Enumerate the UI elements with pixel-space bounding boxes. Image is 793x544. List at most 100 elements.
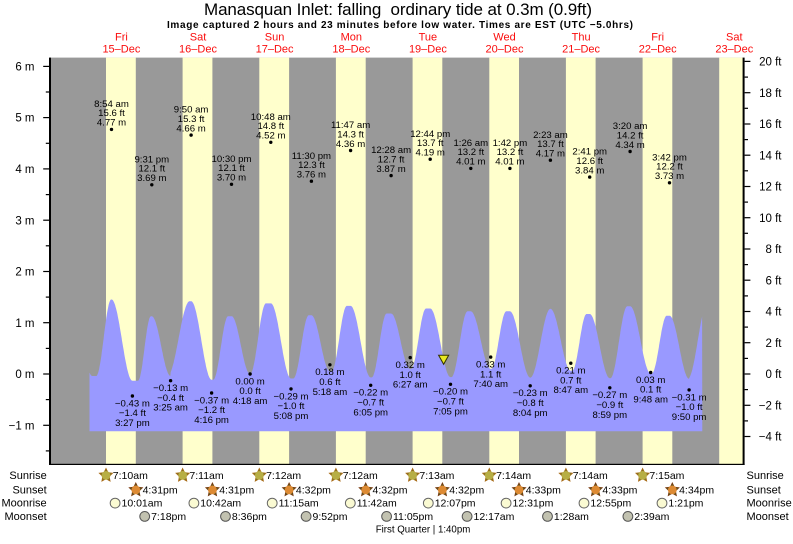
svg-text:3 m: 3 m (15, 215, 34, 227)
svg-text:7:14am: 7:14am (496, 470, 531, 482)
svg-text:−0.22 m: −0.22 m (353, 388, 388, 399)
svg-text:0.03 m: 0.03 m (636, 375, 665, 386)
svg-text:11:42am: 11:42am (357, 498, 397, 510)
svg-text:Fri: Fri (115, 32, 128, 44)
svg-text:8:59 pm: 8:59 pm (592, 410, 627, 421)
svg-text:10 ft: 10 ft (759, 213, 782, 225)
svg-text:8:47 am: 8:47 am (553, 385, 588, 396)
svg-text:7:13am: 7:13am (419, 470, 454, 482)
svg-text:0.32 m: 0.32 m (396, 360, 425, 371)
svg-text:−0.13 m: −0.13 m (153, 383, 188, 394)
svg-text:6:05 pm: 6:05 pm (353, 407, 388, 418)
svg-text:Thu: Thu (572, 32, 591, 44)
svg-text:−0.7 ft: −0.7 ft (357, 398, 384, 409)
svg-text:8:36pm: 8:36pm (232, 511, 267, 523)
svg-text:1.1 ft: 1.1 ft (480, 369, 502, 380)
svg-text:2 ft: 2 ft (766, 338, 783, 350)
svg-text:7:10am: 7:10am (113, 470, 148, 482)
svg-text:21–Dec: 21–Dec (562, 44, 600, 56)
svg-text:1:42 pm: 1:42 pm (493, 138, 528, 149)
svg-text:Sun: Sun (265, 32, 285, 44)
svg-text:−0.7 ft: −0.7 ft (437, 397, 464, 408)
svg-text:−0.29 m: −0.29 m (274, 391, 309, 402)
svg-text:10:42am: 10:42am (200, 498, 241, 510)
svg-text:−0.9 ft: −0.9 ft (596, 400, 623, 411)
svg-text:1 m: 1 m (15, 318, 34, 330)
svg-text:4:34pm: 4:34pm (679, 485, 714, 497)
svg-text:−1.4 ft: −1.4 ft (119, 408, 146, 419)
svg-text:Sat: Sat (190, 32, 207, 44)
svg-text:4:31pm: 4:31pm (143, 485, 178, 497)
svg-text:4:31pm: 4:31pm (219, 485, 254, 497)
svg-text:3.87 m: 3.87 m (376, 164, 405, 175)
svg-text:−2 ft: −2 ft (759, 400, 783, 412)
svg-text:Moonrise: Moonrise (1, 498, 46, 510)
svg-text:7:12am: 7:12am (266, 470, 301, 482)
svg-text:14 ft: 14 ft (759, 150, 782, 162)
svg-text:Sat: Sat (726, 32, 743, 44)
svg-text:4:16 pm: 4:16 pm (194, 415, 229, 426)
svg-text:4.66 m: 4.66 m (176, 123, 205, 134)
svg-text:12:28 am: 12:28 am (371, 145, 411, 156)
svg-text:13.7 ft: 13.7 ft (537, 139, 564, 150)
svg-text:15.6 ft: 15.6 ft (98, 108, 125, 119)
svg-text:6:27 am: 6:27 am (393, 380, 428, 391)
svg-text:1:21pm: 1:21pm (668, 498, 703, 510)
svg-text:−1.0 ft: −1.0 ft (278, 401, 305, 412)
svg-text:3.69 m: 3.69 m (137, 173, 166, 184)
svg-text:18 ft: 18 ft (759, 88, 782, 100)
svg-text:4:32pm: 4:32pm (296, 485, 331, 497)
svg-text:12.1 ft: 12.1 ft (138, 164, 165, 175)
svg-text:13.7 ft: 13.7 ft (417, 138, 444, 149)
svg-text:−0.37 m: −0.37 m (194, 395, 229, 406)
svg-text:20 ft: 20 ft (759, 57, 782, 69)
svg-text:15–Dec: 15–Dec (102, 44, 140, 56)
svg-text:4.36 m: 4.36 m (336, 139, 365, 150)
svg-text:4.77 m: 4.77 m (97, 118, 126, 129)
svg-text:14.8 ft: 14.8 ft (257, 121, 284, 132)
svg-text:4:32pm: 4:32pm (449, 485, 484, 497)
svg-text:4:33pm: 4:33pm (602, 485, 637, 497)
svg-text:−1 m: −1 m (9, 420, 35, 432)
svg-text:7:12am: 7:12am (343, 470, 378, 482)
svg-text:Mon: Mon (341, 32, 362, 44)
svg-text:Moonset: Moonset (747, 511, 789, 523)
svg-text:14.2 ft: 14.2 ft (617, 130, 644, 141)
svg-text:12:31pm: 12:31pm (513, 498, 554, 510)
svg-text:12.2 ft: 12.2 ft (656, 162, 683, 173)
svg-text:20–Dec: 20–Dec (486, 44, 524, 56)
svg-text:4:33pm: 4:33pm (526, 485, 561, 497)
svg-text:12:07pm: 12:07pm (435, 498, 476, 510)
svg-text:0.6 ft: 0.6 ft (319, 377, 341, 388)
svg-text:19–Dec: 19–Dec (409, 44, 447, 56)
svg-text:8:04 pm: 8:04 pm (513, 408, 548, 419)
svg-text:12.6 ft: 12.6 ft (576, 156, 603, 167)
svg-text:11:15am: 11:15am (279, 498, 319, 510)
svg-text:7:15am: 7:15am (649, 470, 684, 482)
svg-text:12 ft: 12 ft (759, 182, 782, 194)
svg-text:0.18 m: 0.18 m (315, 367, 344, 378)
svg-text:7:05 pm: 7:05 pm (433, 406, 468, 417)
svg-text:First Quarter | 1:40pm: First Quarter | 1:40pm (376, 524, 471, 535)
svg-text:−0.8 ft: −0.8 ft (517, 398, 544, 409)
svg-text:4.01 m: 4.01 m (495, 157, 524, 168)
svg-text:Moonset: Moonset (4, 511, 46, 523)
svg-text:4 m: 4 m (15, 164, 34, 176)
svg-text:5 m: 5 m (15, 113, 34, 125)
svg-text:−4 ft: −4 ft (759, 432, 783, 444)
svg-text:−0.27 m: −0.27 m (592, 390, 627, 401)
svg-text:Fri: Fri (651, 32, 664, 44)
svg-text:3:42 pm: 3:42 pm (652, 152, 687, 163)
svg-text:10:30 pm: 10:30 pm (211, 154, 251, 165)
svg-text:17–Dec: 17–Dec (256, 44, 294, 56)
svg-text:12.7 ft: 12.7 ft (378, 154, 405, 165)
svg-text:11:47 am: 11:47 am (331, 120, 370, 131)
svg-text:16–Dec: 16–Dec (179, 44, 217, 56)
svg-text:3:27 pm: 3:27 pm (115, 418, 150, 429)
svg-text:Sunset: Sunset (747, 485, 781, 497)
svg-text:4:32pm: 4:32pm (373, 485, 408, 497)
svg-text:18–Dec: 18–Dec (332, 44, 370, 56)
svg-text:2 m: 2 m (15, 267, 34, 279)
svg-text:1:26 am: 1:26 am (453, 138, 488, 149)
svg-text:3.84 m: 3.84 m (575, 165, 604, 176)
